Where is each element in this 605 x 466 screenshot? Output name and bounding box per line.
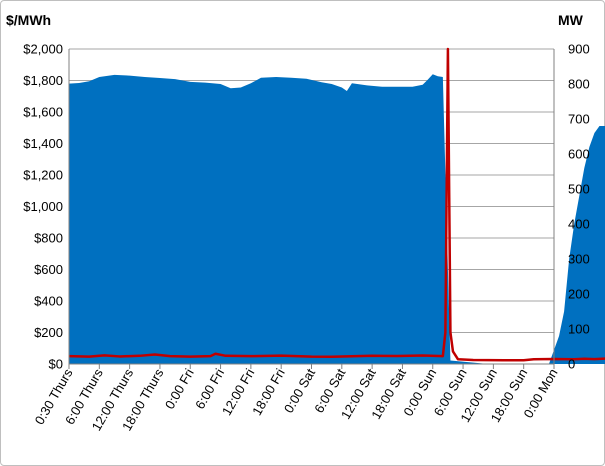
left-tick-label: $200	[34, 325, 63, 340]
left-tick-label: $0	[49, 357, 63, 372]
left-tick-label: $1,000	[23, 199, 63, 214]
right-tick-label: 0	[568, 357, 575, 372]
left-tick-label: $2,000	[23, 42, 63, 57]
right-tick-label: 600	[568, 147, 590, 162]
plot-area	[68, 47, 605, 364]
left-tick-label: $1,600	[23, 105, 63, 120]
right-tick-label: 100	[568, 322, 590, 337]
left-tick-label: $600	[34, 262, 63, 277]
left-tick-label: $1,800	[23, 73, 63, 88]
right-tick-label: 200	[568, 287, 590, 302]
right-axis-unit: MW	[558, 12, 584, 28]
left-tick-label: $1,400	[23, 136, 63, 151]
price-line	[68, 47, 605, 362]
demand-area	[69, 74, 605, 364]
right-tick-label: 900	[568, 42, 590, 57]
right-tick-label: 300	[568, 252, 590, 267]
left-axis-unit: $/MWh	[6, 12, 51, 28]
right-tick-label: 700	[568, 112, 590, 127]
right-tick-label: 400	[568, 217, 590, 232]
left-tick-label: $1,200	[23, 168, 63, 183]
right-tick-label: 500	[568, 182, 590, 197]
left-tick-label: $800	[34, 231, 63, 246]
right-tick-label: 800	[568, 77, 590, 92]
left-tick-label: $400	[34, 294, 63, 309]
